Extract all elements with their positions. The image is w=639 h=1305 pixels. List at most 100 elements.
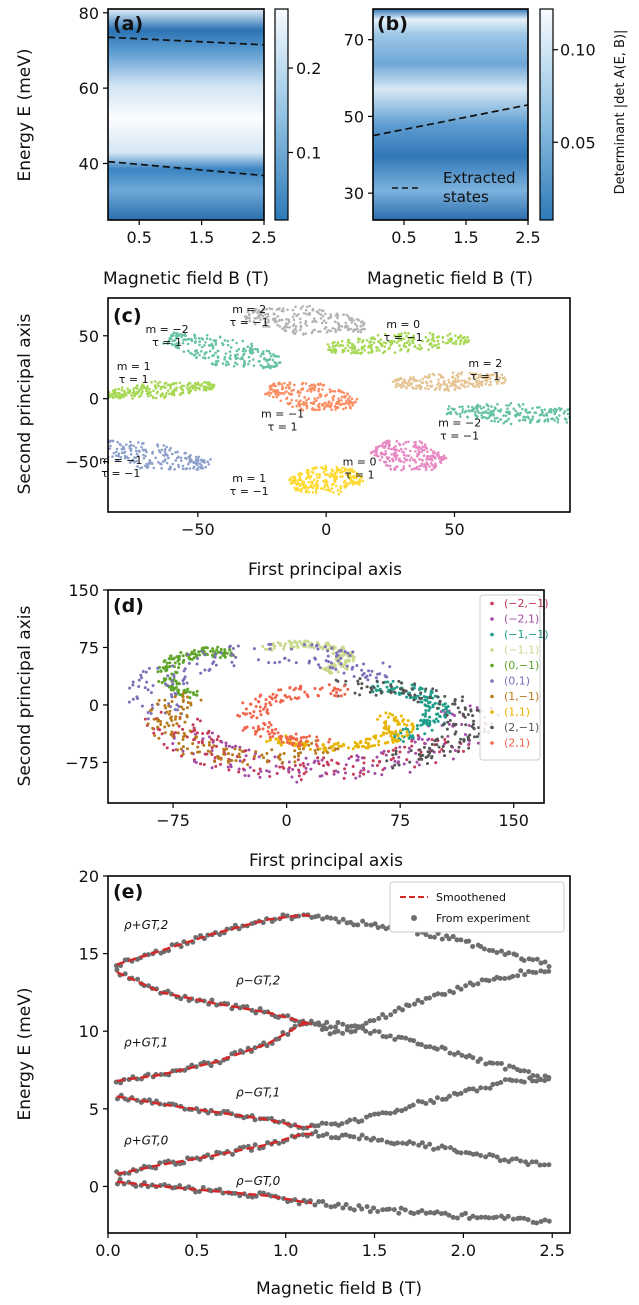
panel-c-point xyxy=(389,467,392,471)
panel-e-point xyxy=(446,1093,452,1099)
panel-d-point xyxy=(353,741,357,745)
panel-c-point xyxy=(330,350,334,354)
panel-c-point xyxy=(478,404,482,408)
panel-d-point xyxy=(150,703,154,707)
panel-d-point xyxy=(275,771,279,775)
panel-c-point xyxy=(408,464,411,468)
panel-d-point xyxy=(344,679,348,683)
panel-c-point xyxy=(393,351,397,354)
panel-c-point xyxy=(448,340,452,343)
panel-c-point xyxy=(354,476,358,480)
panel-c-point xyxy=(331,389,334,393)
panel-d-point xyxy=(460,722,464,726)
panel-c-point xyxy=(358,338,361,341)
panel-c-point xyxy=(403,342,406,345)
panel-c-point xyxy=(228,350,232,353)
panel-d-point xyxy=(272,732,276,736)
panel-e-point xyxy=(542,1073,548,1079)
panel-c-point xyxy=(349,327,352,331)
panel-d-point xyxy=(332,686,336,690)
panel-d-point xyxy=(192,692,196,696)
panel-d-point xyxy=(340,654,344,658)
panel-c-point xyxy=(578,419,581,422)
panel-d-point xyxy=(339,662,343,666)
panel-d-point xyxy=(170,695,174,699)
panel-e-point xyxy=(363,1028,369,1034)
panel-c-point xyxy=(181,391,185,395)
panel-c-point xyxy=(344,406,348,410)
panel-b-colorbar xyxy=(539,8,554,221)
panel-d-point xyxy=(355,758,359,762)
panel-c-point xyxy=(555,416,558,419)
panel-c-point xyxy=(226,339,230,343)
panel-c-point xyxy=(411,339,414,343)
panel-c-point xyxy=(98,444,101,447)
panel-e-point xyxy=(502,1157,508,1163)
panel-e-point xyxy=(285,1013,291,1019)
panel-d-point xyxy=(329,692,333,696)
panel-c-point xyxy=(316,479,319,483)
panel-c-point xyxy=(293,477,297,481)
panel-d-point xyxy=(414,751,418,755)
panel-c-point xyxy=(163,458,167,461)
panel-c-point xyxy=(159,393,163,397)
panel-d-point xyxy=(161,666,165,670)
panel-c-point xyxy=(351,401,354,405)
panel-e-point xyxy=(466,1086,472,1092)
panel-c-point xyxy=(347,403,351,406)
panel-a-xtick-label: 0.5 xyxy=(126,228,151,247)
panel-e-xtick-label: 2.0 xyxy=(451,1241,476,1260)
panel-e-point xyxy=(383,926,389,932)
panel-e-point xyxy=(538,968,544,974)
panel-c-point xyxy=(355,397,359,401)
panel-c-point xyxy=(299,407,303,411)
panel-d-point xyxy=(226,765,230,769)
panel-c-point xyxy=(224,363,228,367)
panel-d-point xyxy=(223,648,227,652)
panel-c-point xyxy=(407,440,410,444)
panel-d-point xyxy=(299,686,303,690)
panel-e-point xyxy=(510,1064,516,1070)
panel-c-point xyxy=(171,462,175,466)
panel-d-point xyxy=(189,703,193,707)
panel-d-point xyxy=(265,708,269,712)
panel-c-point xyxy=(175,342,179,345)
panel-e-point xyxy=(502,1066,508,1072)
panel-d-point xyxy=(351,772,355,776)
panel-d-point xyxy=(147,666,151,670)
panel-c-point xyxy=(103,443,106,446)
panel-c-point xyxy=(300,487,303,491)
panel-c-point xyxy=(295,329,298,333)
panel-d-point xyxy=(470,725,474,729)
panel-e-point xyxy=(383,1110,389,1116)
panel-d-point xyxy=(338,688,342,692)
panel-c-point xyxy=(408,342,412,345)
panel-c-point xyxy=(406,384,410,387)
panel-e-point xyxy=(494,950,500,956)
panel-a-ytick-label: 40 xyxy=(79,154,99,173)
panel-d-point xyxy=(415,760,419,764)
panel-d-point xyxy=(336,679,340,683)
panel-e-point xyxy=(285,1031,291,1037)
panel-e-point xyxy=(533,1159,539,1165)
panel-e-point xyxy=(360,918,366,924)
panel-e-point xyxy=(434,1046,440,1052)
panel-c-point xyxy=(99,444,102,447)
panel-e-point xyxy=(442,1046,448,1052)
panel-c-cluster-m: m = −1 xyxy=(99,454,142,467)
panel-c-point xyxy=(414,387,418,390)
panel-c-point xyxy=(324,394,327,398)
panel-c-point xyxy=(314,483,318,487)
panel-e-ylabel: Energy E (meV) xyxy=(15,988,35,1121)
panel-d-point xyxy=(293,749,297,753)
panel-e-point xyxy=(494,1154,500,1160)
panel-d-point xyxy=(287,695,291,699)
panel-d-point xyxy=(303,744,307,748)
panel-d-point xyxy=(273,696,277,700)
panel-c-cluster-m: m = 0 xyxy=(386,318,420,331)
panel-e-point xyxy=(474,1215,480,1221)
panel-c-point xyxy=(333,404,337,408)
panel-d-point xyxy=(293,696,297,700)
panel-e-point xyxy=(371,1205,377,1211)
panel-c-point xyxy=(565,421,569,424)
